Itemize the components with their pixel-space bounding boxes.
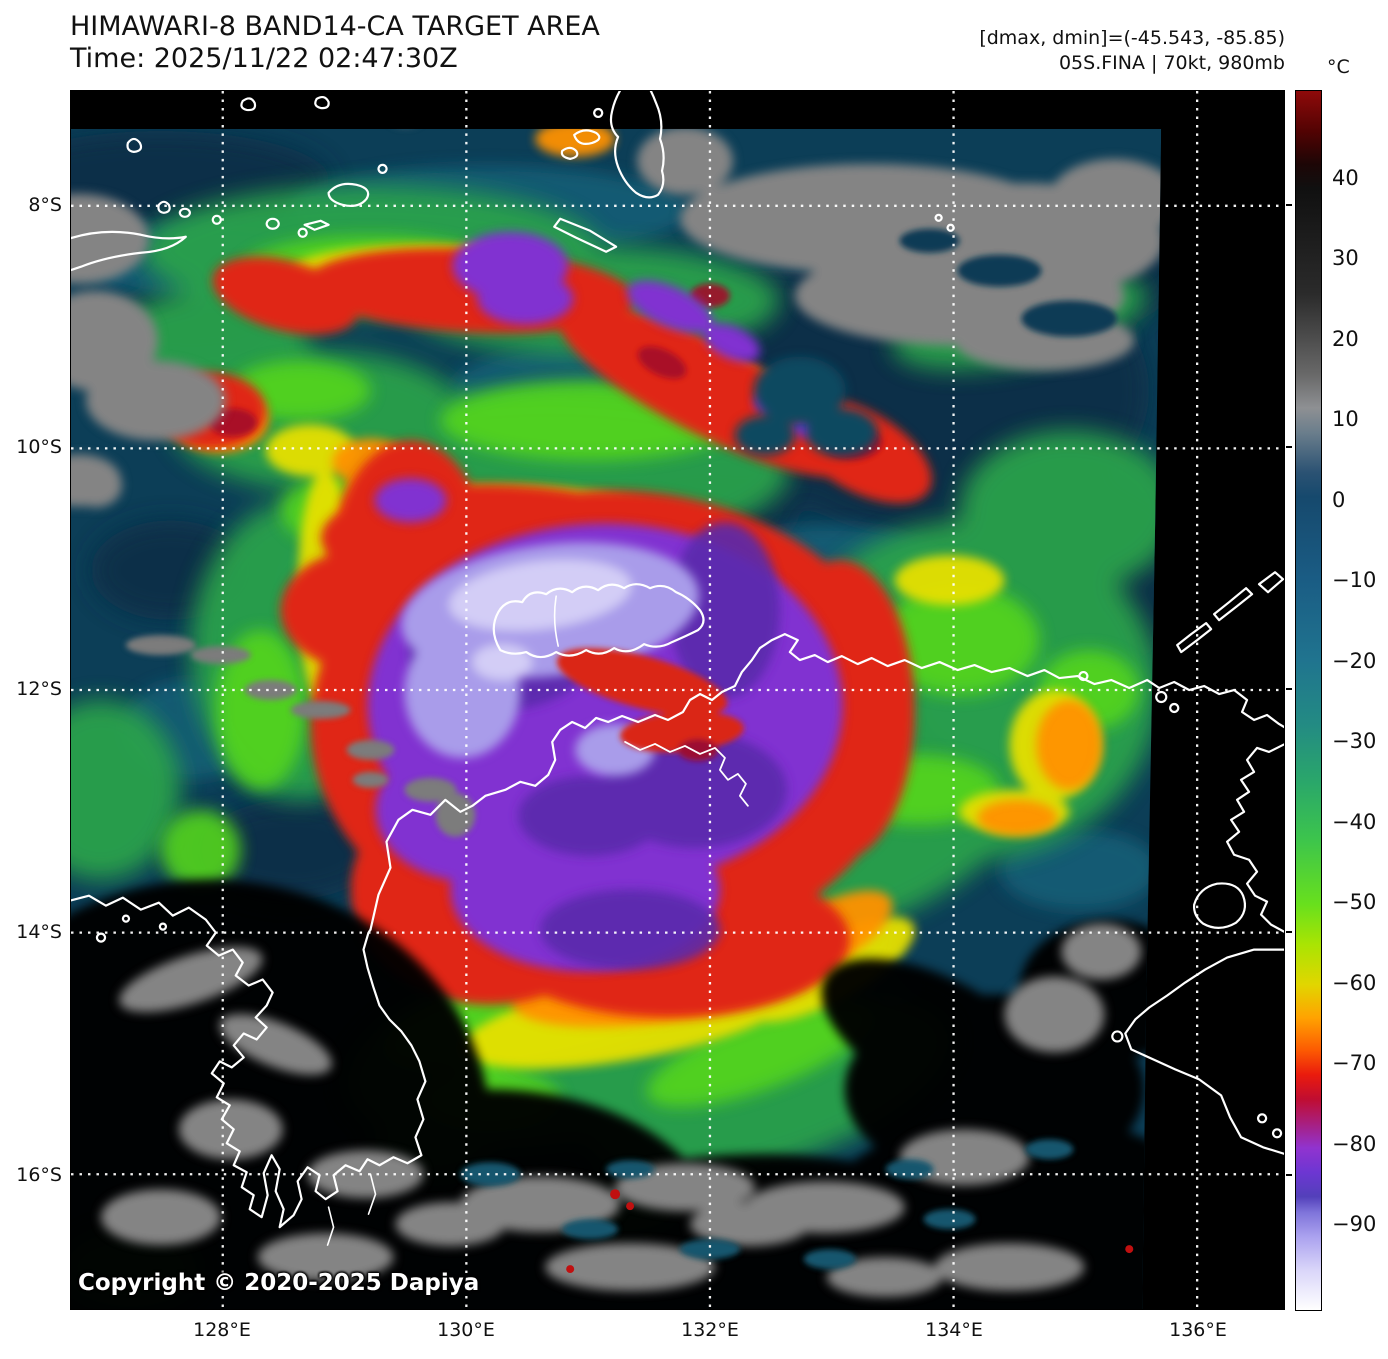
- right-spine-tick: [1286, 446, 1292, 448]
- right-spine-tick: [1286, 1174, 1292, 1176]
- imagery-dark-teal-pockets: [734, 356, 878, 457]
- colorbar-tick: 20: [1332, 327, 1359, 351]
- coast-wessel-islands: [1176, 571, 1284, 654]
- right-spine-tick: [1286, 931, 1292, 933]
- colorbar-tick: −80: [1332, 1132, 1377, 1156]
- graticule-gridlines: [71, 91, 1284, 1309]
- lat-tick-14s: 14°S: [16, 921, 62, 943]
- lon-tick-134e: 134°E: [925, 1319, 983, 1341]
- coast-selaru: [553, 217, 618, 253]
- coast-blue-mud-bay: [1225, 743, 1284, 933]
- coastlines: [71, 91, 1284, 1246]
- lon-tick-130e: 130°E: [437, 1319, 495, 1341]
- coast-victoria-river: [326, 1173, 377, 1246]
- copyright-watermark: Copyright © 2020-2025 Dapiya: [78, 1270, 480, 1296]
- imagery-gray-holes: [899, 228, 1118, 337]
- coast-timor-islets: [126, 137, 388, 238]
- right-spine-tick: [1286, 204, 1292, 206]
- colorbar-tick: −40: [1332, 810, 1377, 834]
- range-annotation: [dmax, dmin]=(-45.543, -85.85): [979, 27, 1285, 49]
- colorbar-tick: 10: [1332, 407, 1359, 431]
- colorbar-tick: 0: [1332, 488, 1346, 512]
- lon-tick-132e: 132°E: [681, 1319, 739, 1341]
- right-spine-tick: [1286, 688, 1292, 690]
- coast-groote-eylandt: [1192, 882, 1246, 929]
- temperature-colorbar: [1295, 90, 1322, 1311]
- colorbar-tick: 30: [1332, 246, 1359, 270]
- coast-tanimbar-islets: [560, 107, 604, 160]
- coast-kimberley: [71, 894, 427, 1229]
- imagery-swath: [71, 128, 1162, 1309]
- lat-tick-10s: 10°S: [16, 436, 62, 458]
- imagery-inner-red-streak: [556, 648, 744, 761]
- coast-tanimbar: [609, 91, 665, 199]
- imagery-cumulus-specks: [125, 635, 476, 837]
- coast-tiwi-islands: [492, 583, 705, 659]
- satellite-imagery: [71, 91, 1284, 1309]
- coast-timor: [71, 230, 187, 272]
- lon-tick-136e: 136°E: [1169, 1319, 1227, 1341]
- coast-top-end-mainland: [369, 633, 1284, 931]
- colorbar-tick: −20: [1332, 649, 1377, 673]
- colorbar-tick: 40: [1332, 166, 1359, 190]
- colorbar-unit-label: °C: [1327, 56, 1350, 78]
- lat-tick-8s: 8°S: [28, 194, 62, 216]
- colorbar-tick: −50: [1332, 890, 1377, 914]
- colorbar-tick: −90: [1332, 1212, 1377, 1236]
- coast-babar: [303, 182, 370, 231]
- colorbar-tick: −70: [1332, 1051, 1377, 1075]
- coast-small-islands: [95, 670, 1283, 1139]
- colorbar-tick: −30: [1332, 729, 1377, 753]
- lon-tick-128e: 128°E: [193, 1319, 251, 1341]
- coast-apsley-strait: [553, 595, 559, 647]
- page-title: HIMAWARI-8 BAND14-CA TARGET AREA: [70, 11, 600, 42]
- satellite-map-canvas: [70, 90, 1285, 1310]
- storm-annotation: 05S.FINA | 70kt, 980mb: [1058, 52, 1285, 74]
- coast-top-islets: [240, 95, 955, 232]
- imagery-hot-spots: [566, 1189, 1134, 1274]
- timestamp: Time: 2025/11/22 02:47:30Z: [70, 43, 458, 74]
- lat-tick-16s: 16°S: [16, 1164, 62, 1186]
- colorbar-tick: −60: [1332, 971, 1377, 995]
- imagery-land-teal-specks: [460, 1139, 1074, 1270]
- lat-tick-12s: 12°S: [16, 678, 62, 700]
- coast-gulf-carpentaria: [1124, 948, 1284, 1155]
- coast-van-diemen-gulf: [624, 741, 749, 807]
- colorbar-tick: −10: [1332, 568, 1377, 592]
